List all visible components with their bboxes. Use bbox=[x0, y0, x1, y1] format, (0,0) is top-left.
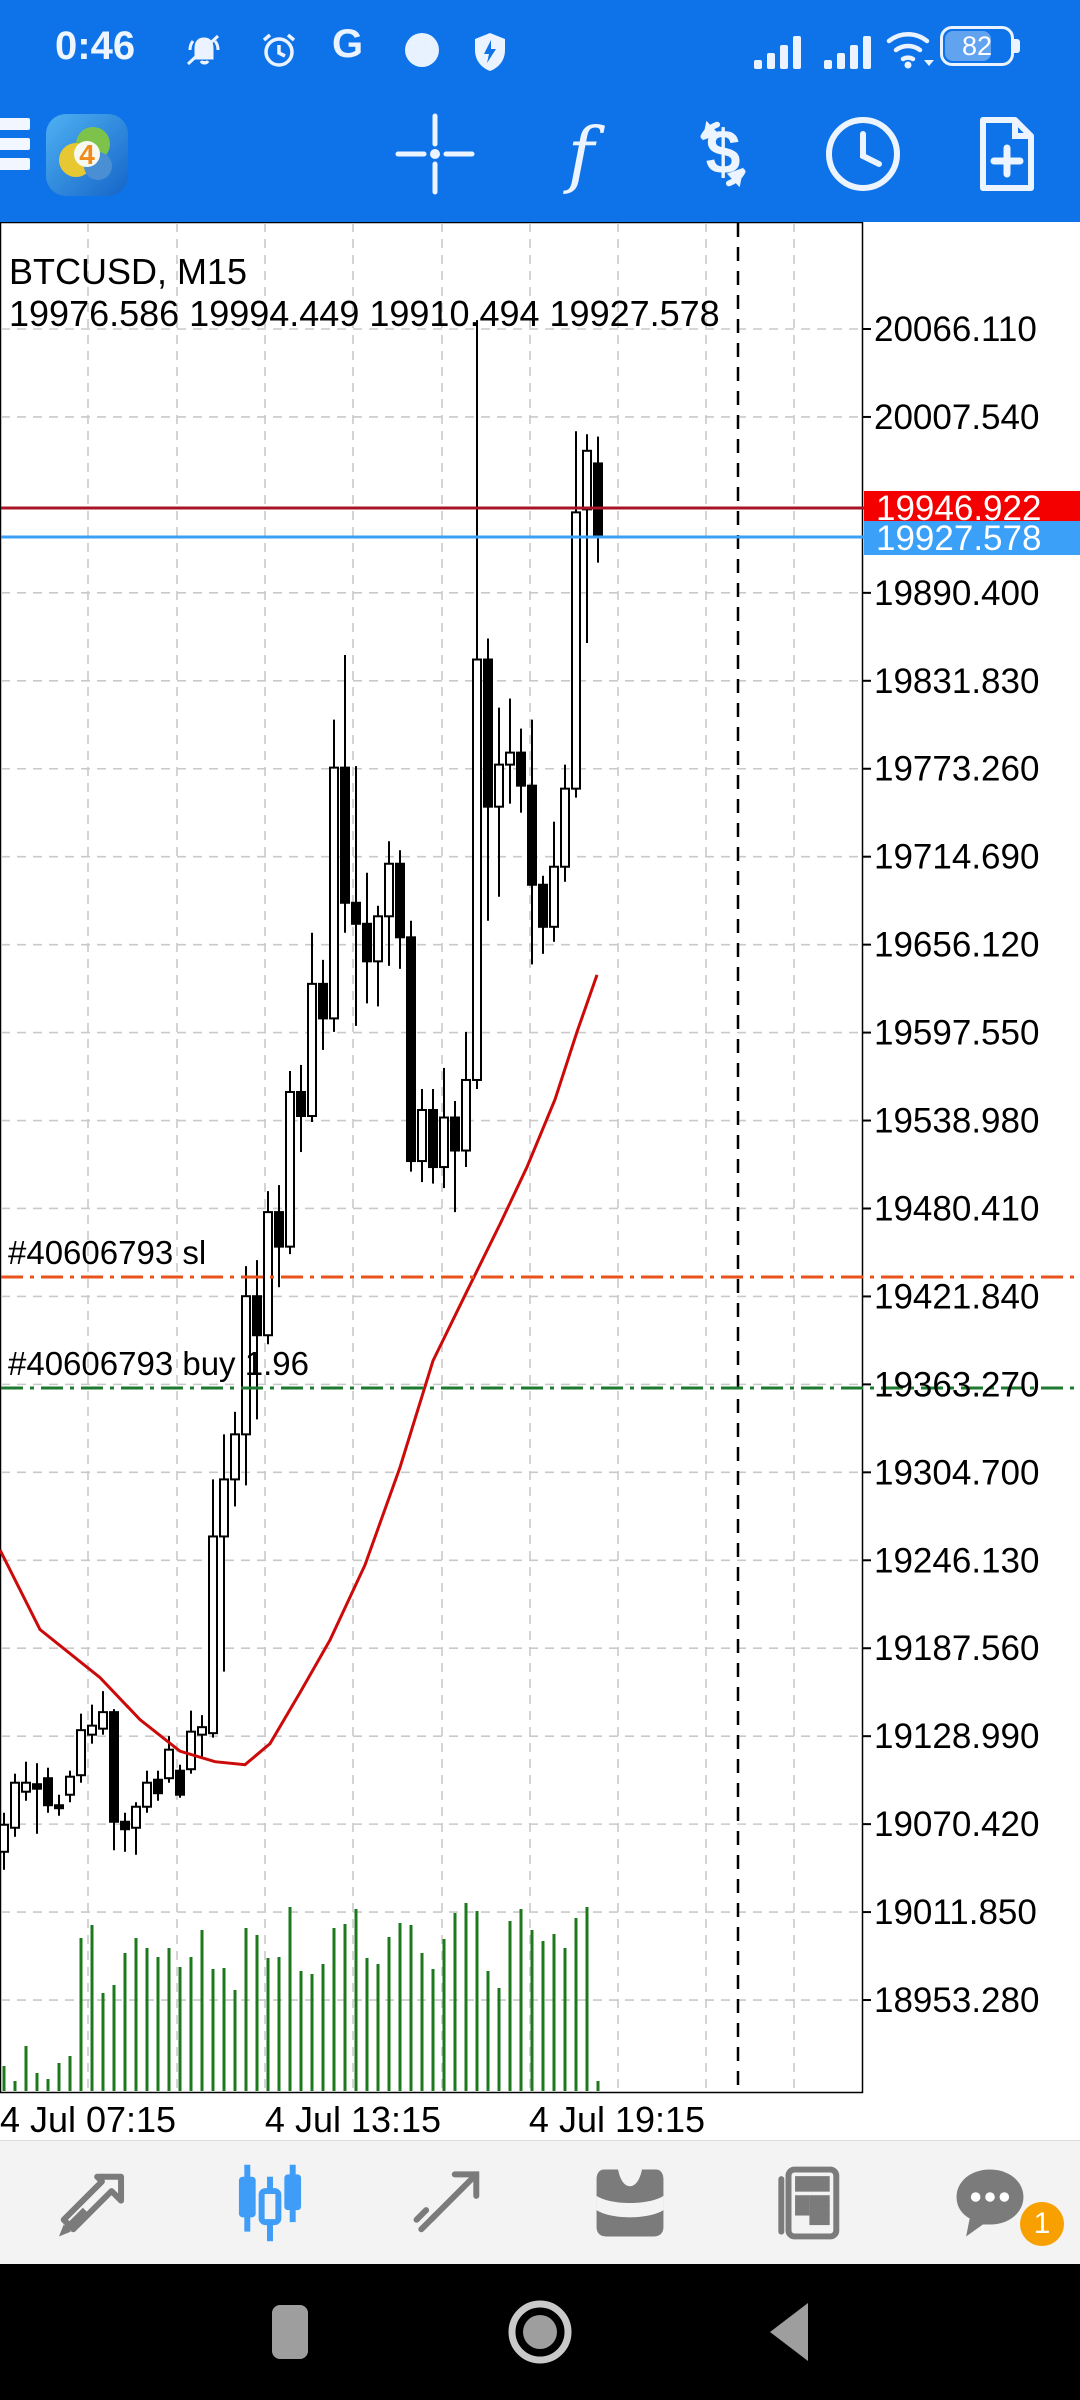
battery-icon: 82 bbox=[940, 26, 1020, 66]
nav-history[interactable] bbox=[540, 2141, 720, 2264]
security-shield-icon bbox=[470, 30, 510, 79]
android-nav-bar bbox=[0, 2264, 1080, 2400]
back-button[interactable] bbox=[690, 2264, 890, 2400]
svg-text:BTCUSD, M15: BTCUSD, M15 bbox=[9, 251, 247, 292]
svg-text:19421.840: 19421.840 bbox=[874, 1277, 1039, 1316]
svg-text:4 Jul 19:15: 4 Jul 19:15 bbox=[529, 2099, 705, 2140]
quotes-arrows-icon bbox=[58, 2173, 125, 2236]
svg-text:20007.540: 20007.540 bbox=[874, 398, 1039, 437]
indicators-icon[interactable]: f bbox=[567, 112, 595, 196]
svg-text:4 Jul 07:15: 4 Jul 07:15 bbox=[0, 2099, 176, 2140]
wifi-icon bbox=[884, 26, 936, 77]
candlestick-chart-icon bbox=[238, 2164, 302, 2241]
svg-text:19187.560: 19187.560 bbox=[874, 1629, 1039, 1668]
svg-text:19976.586 19994.449 19910.494: 19976.586 19994.449 19910.494 19927.578 bbox=[9, 293, 720, 334]
svg-text:#40606793 sl: #40606793 sl bbox=[8, 1234, 206, 1271]
nav-quotes[interactable] bbox=[0, 2141, 180, 2264]
svg-text:19304.700: 19304.700 bbox=[874, 1453, 1039, 1492]
app-toolbar: 4 f $ bbox=[0, 88, 1080, 222]
svg-text:20066.110: 20066.110 bbox=[874, 310, 1037, 349]
mute-icon bbox=[182, 30, 226, 75]
circle-notification-icon bbox=[400, 30, 444, 79]
battery-percent: 82 bbox=[961, 30, 993, 61]
svg-text:19246.130: 19246.130 bbox=[874, 1541, 1039, 1580]
svg-text:19011.850: 19011.850 bbox=[874, 1893, 1037, 1932]
top-blue-area: 0:46 G bbox=[0, 0, 1080, 222]
nav-messages[interactable]: 1 bbox=[900, 2141, 1080, 2264]
alarm-icon bbox=[258, 30, 300, 75]
svg-text:4: 4 bbox=[79, 139, 95, 170]
svg-text:18953.280: 18953.280 bbox=[874, 1981, 1039, 2020]
svg-text:19656.120: 19656.120 bbox=[874, 926, 1039, 965]
signal-1-icon bbox=[752, 30, 814, 79]
svg-text:19128.990: 19128.990 bbox=[874, 1717, 1039, 1756]
news-icon bbox=[778, 2166, 840, 2239]
back-triangle-icon bbox=[770, 2303, 808, 2361]
nav-charts[interactable] bbox=[180, 2141, 360, 2264]
svg-text:19773.260: 19773.260 bbox=[874, 750, 1039, 789]
trade-trend-icon bbox=[413, 2170, 480, 2232]
crosshair-icon[interactable] bbox=[390, 106, 480, 202]
new-order-icon[interactable] bbox=[962, 106, 1052, 202]
nav-trade[interactable] bbox=[360, 2141, 540, 2264]
svg-text:19363.270: 19363.270 bbox=[874, 1365, 1039, 1404]
nav-news[interactable] bbox=[720, 2141, 900, 2264]
svg-text:19538.980: 19538.980 bbox=[874, 1102, 1039, 1141]
mt4-app-icon[interactable]: 4 bbox=[46, 114, 128, 196]
recents-square-icon bbox=[272, 2305, 308, 2359]
svg-text:4 Jul 13:15: 4 Jul 13:15 bbox=[265, 2099, 441, 2140]
status-bar: 0:46 G bbox=[0, 0, 1080, 88]
signal-2-icon bbox=[822, 30, 884, 79]
notification-overflow-dots: ·· bbox=[408, 22, 443, 60]
price-chart[interactable]: #40606793 sl #40606793 buy 1.96 20066.110 2… bbox=[0, 221, 1080, 2140]
menu-button[interactable] bbox=[0, 110, 30, 186]
bottom-navigation: 1 bbox=[0, 2140, 1080, 2264]
message-badge: 1 bbox=[1020, 2202, 1064, 2246]
svg-text:19890.400: 19890.400 bbox=[874, 574, 1039, 613]
history-clock-icon[interactable] bbox=[818, 106, 908, 202]
home-button[interactable] bbox=[440, 2264, 640, 2400]
history-tray-icon bbox=[596, 2169, 664, 2236]
google-icon: G bbox=[332, 22, 364, 66]
status-time: 0:46 bbox=[55, 24, 136, 68]
recents-button[interactable] bbox=[190, 2264, 390, 2400]
svg-text:19831.830: 19831.830 bbox=[874, 662, 1039, 701]
chart-canvas[interactable]: #40606793 sl #40606793 buy 1.96 20066.110 2… bbox=[0, 221, 1080, 2140]
chat-bubble-icon bbox=[956, 2169, 1024, 2236]
svg-text:#40606793 buy 1.96: #40606793 buy 1.96 bbox=[8, 1345, 309, 1382]
svg-text:19714.690: 19714.690 bbox=[874, 838, 1039, 877]
svg-text:19927.578: 19927.578 bbox=[876, 519, 1041, 558]
home-circle-icon bbox=[508, 2300, 572, 2364]
trade-currency-icon[interactable]: $ bbox=[678, 106, 768, 202]
svg-text:19597.550: 19597.550 bbox=[874, 1014, 1039, 1053]
svg-text:19070.420: 19070.420 bbox=[874, 1805, 1039, 1844]
svg-text:19480.410: 19480.410 bbox=[874, 1189, 1039, 1228]
